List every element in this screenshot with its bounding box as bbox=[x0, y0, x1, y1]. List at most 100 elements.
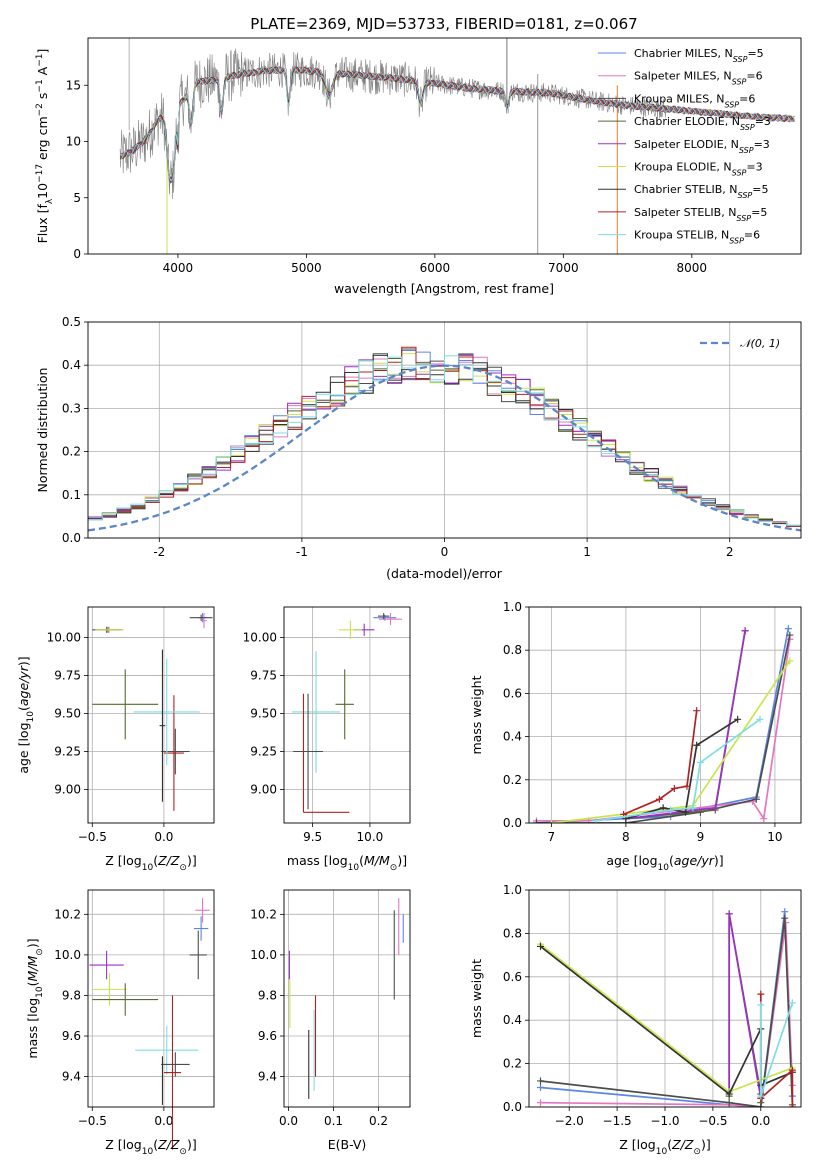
x-tick-label: 0.0 bbox=[154, 1114, 173, 1128]
legend-label: Chabrier STELIB, NSSP=5 bbox=[634, 183, 768, 200]
age-vs-mass-xlabel-part: M/M bbox=[364, 853, 390, 868]
legend-label-part: =3 bbox=[746, 161, 762, 174]
mass-weight-line bbox=[540, 911, 794, 1107]
mass-vs-Z-xlabel-part: ⊙ bbox=[179, 1147, 187, 1157]
age-vs-Z-xlabel-part: ⊙ bbox=[179, 863, 187, 873]
mass-vs-EBV-frame bbox=[283, 889, 411, 1108]
legend-label-part: SSP bbox=[738, 191, 753, 200]
legend-label-part: SSP bbox=[724, 100, 739, 109]
spectrum-ylabel: Flux [fλ10−17 erg cm−2 s−1 A−1] bbox=[35, 49, 55, 244]
x-tick-label: 4000 bbox=[163, 261, 194, 275]
mass-vs-Z-xlabel: Z [log10(Z/Z⊙)] bbox=[105, 1137, 196, 1157]
y-tick-label: 9.75 bbox=[54, 668, 81, 682]
mass-weight-marker bbox=[683, 782, 691, 790]
mass-weight-line bbox=[625, 630, 746, 820]
mass-vs-Z-ylabel-part: )] bbox=[25, 938, 40, 948]
mass-vs-EBV-axes: 0.0 0.1 0.2 9.4 9.6 9.8 10.0 10.2 bbox=[250, 890, 410, 1128]
residual-histogram-step bbox=[88, 355, 801, 528]
mass-weight-vs-age-frame bbox=[528, 606, 802, 824]
spectrum-ylabel-part: ] bbox=[35, 49, 50, 54]
residuals-xlabel: (data-model)/error bbox=[386, 566, 503, 581]
legend-label: Salpeter MILES, NSSP=6 bbox=[634, 70, 763, 87]
y-tick-label: 9.50 bbox=[250, 706, 277, 720]
mass-weight-marker bbox=[667, 806, 675, 814]
mass-weight-vs-age-xlabel-part: )] bbox=[714, 853, 724, 868]
y-tick-label: 1.0 bbox=[503, 883, 522, 897]
legend-label-part: Chabrier MILES, N bbox=[634, 47, 733, 60]
y-tick-label: 0.4 bbox=[62, 358, 81, 372]
y-tick-label: 1.0 bbox=[503, 600, 522, 614]
y-tick-label: 9.25 bbox=[54, 745, 81, 759]
y-tick-label: 9.00 bbox=[54, 783, 81, 797]
figure-title: PLATE=2369, MJD=53733, FIBERID=0181, z=0… bbox=[250, 15, 637, 33]
mass-weight-marker bbox=[592, 817, 600, 823]
y-tick-label: 10.2 bbox=[54, 907, 81, 921]
x-tick-label: −1.5 bbox=[603, 1114, 632, 1128]
age-vs-Z-xlabel-part: Z [log bbox=[105, 853, 141, 868]
mass-weight-vs-Z-frame bbox=[528, 889, 802, 1108]
mass-weight-marker bbox=[532, 819, 540, 823]
age-vs-mass-axes: 9.5 10.0 9.00 9.25 9.50 9.75 10.00 bbox=[243, 607, 410, 844]
spectrum-ylabel-part: Flux [f bbox=[35, 204, 50, 244]
legend-label-part: SSP bbox=[740, 123, 755, 132]
legend-label-part: SSP bbox=[739, 145, 754, 154]
mass-weight-marker bbox=[788, 1066, 796, 1074]
legend-label: Kroupa ELODIE, NSSP=3 bbox=[634, 161, 763, 178]
mass-weight-line bbox=[536, 634, 791, 823]
y-tick-label: 0.8 bbox=[503, 926, 522, 940]
mass-weight-marker bbox=[689, 804, 697, 812]
mass-weight-line bbox=[625, 630, 746, 820]
mass-weight-marker bbox=[725, 910, 733, 918]
age-vs-mass-points bbox=[292, 613, 402, 813]
y-tick-label: 9.6 bbox=[62, 1029, 81, 1043]
spectrum-model-line bbox=[119, 66, 795, 180]
mass-weight-marker bbox=[760, 815, 768, 823]
spectrum-model-line bbox=[119, 66, 795, 185]
x-tick-label: -1 bbox=[296, 545, 308, 559]
y-tick-label: 9.6 bbox=[258, 1029, 277, 1043]
mass-weight-marker bbox=[681, 808, 689, 816]
x-tick-label: 0 bbox=[441, 545, 449, 559]
y-tick-label: 9.8 bbox=[62, 988, 81, 1002]
y-tick-label: 9.4 bbox=[62, 1070, 81, 1084]
mass-weight-vs-Z-lines bbox=[536, 908, 796, 1107]
x-tick-label: 9.5 bbox=[303, 830, 322, 844]
x-tick-label: 0.1 bbox=[324, 1114, 343, 1128]
age-vs-Z-xlabel-part: )] bbox=[187, 853, 197, 868]
x-tick-label: 10 bbox=[767, 830, 782, 844]
x-tick-label: −0.5 bbox=[78, 1114, 107, 1128]
age-vs-mass-xlabel-part: ( bbox=[359, 853, 364, 868]
age-vs-Z-points bbox=[92, 613, 213, 811]
mass-weight-marker bbox=[752, 795, 760, 803]
mass-weight-marker bbox=[741, 627, 749, 635]
age-vs-Z-ylabel-part: age [log bbox=[16, 722, 31, 773]
age-vs-mass-xlabel-part: 10 bbox=[348, 863, 360, 873]
mass-weight-vs-Z-xlabel-part: ( bbox=[667, 1137, 672, 1152]
legend-label: Kroupa STELIB, NSSP=6 bbox=[634, 229, 760, 246]
mass-weight-marker bbox=[786, 631, 794, 639]
spectrum-axes: 4000 5000 6000 7000 8000 0 5 10 15 bbox=[66, 78, 707, 275]
mass-weight-marker bbox=[788, 1103, 796, 1107]
spectrum-model-line bbox=[119, 66, 795, 182]
x-tick-label: 0.0 bbox=[279, 1114, 298, 1128]
normal-reference-curve bbox=[88, 364, 801, 532]
age-vs-mass-xlabel-part: )] bbox=[397, 853, 407, 868]
x-tick-label: −0.5 bbox=[78, 830, 107, 844]
spectrum-ylabel-part: A bbox=[35, 66, 50, 79]
mass-vs-Z-ylabel-part: ( bbox=[25, 981, 40, 986]
y-tick-label: 0.0 bbox=[503, 816, 522, 830]
spectrum-ylabel-part: −2 bbox=[35, 103, 45, 116]
mass-vs-Z-axes: −0.5 0.0 9.4 9.6 9.8 10.0 10.2 bbox=[54, 890, 214, 1128]
mass-weight-line bbox=[759, 1002, 794, 1097]
mass-weight-marker bbox=[711, 804, 719, 812]
mass-weight-marker bbox=[781, 908, 789, 916]
age-vs-Z-axes: −0.5 0.0 9.00 9.25 9.50 9.75 10.00 bbox=[47, 607, 214, 844]
mass-weight-marker bbox=[756, 715, 764, 723]
mass-weight-marker bbox=[536, 1083, 544, 1091]
mass-weight-marker bbox=[781, 914, 789, 922]
legend-label-part: SSP bbox=[733, 55, 748, 64]
y-tick-label: 0.2 bbox=[503, 773, 522, 787]
mass-vs-EBV-xlabel-part: E(B-V) bbox=[328, 1137, 367, 1152]
mass-weight-vs-Z-axes: −2.0 −1.5 −1.0 −0.5 0.0 0.0 0.2 0.4 0.6 0.8 1.0 bbox=[503, 883, 801, 1128]
x-tick-label: 1 bbox=[583, 545, 591, 559]
